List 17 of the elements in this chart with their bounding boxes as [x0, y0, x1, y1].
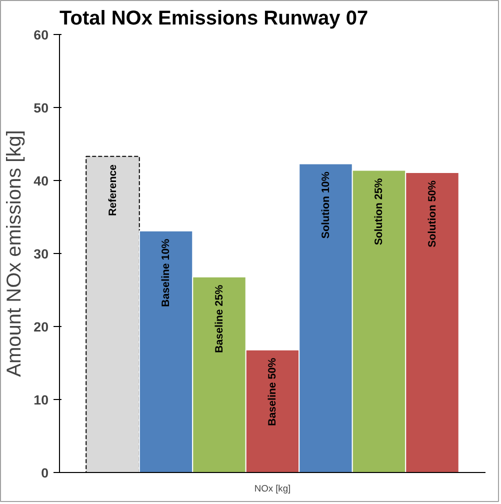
chart-title: Total NOx Emissions Runway 07 — [60, 8, 368, 30]
y-tick-label: 50 — [34, 100, 49, 116]
y-tick-label: 0 — [41, 466, 49, 480]
x-tick-label: NOx [kg] — [254, 484, 291, 494]
y-tick-label: 30 — [34, 246, 49, 262]
y-axis-title: Amount NOx emissions [kg] — [4, 130, 26, 377]
series-label: Solution 25% — [373, 178, 385, 246]
series-label: Reference — [106, 164, 119, 216]
series-label: Baseline 10% — [160, 238, 172, 307]
series-label: Baseline 25% — [213, 284, 226, 353]
series-label: Solution 50% — [426, 180, 438, 248]
y-tick-label: 40 — [34, 174, 49, 188]
y-tick-label: 10 — [34, 392, 49, 408]
series-label: Solution 10% — [320, 171, 332, 239]
series-label: Baseline 50% — [266, 357, 278, 426]
y-tick-label: 20 — [34, 320, 49, 334]
y-tick-label: 60 — [34, 28, 49, 42]
